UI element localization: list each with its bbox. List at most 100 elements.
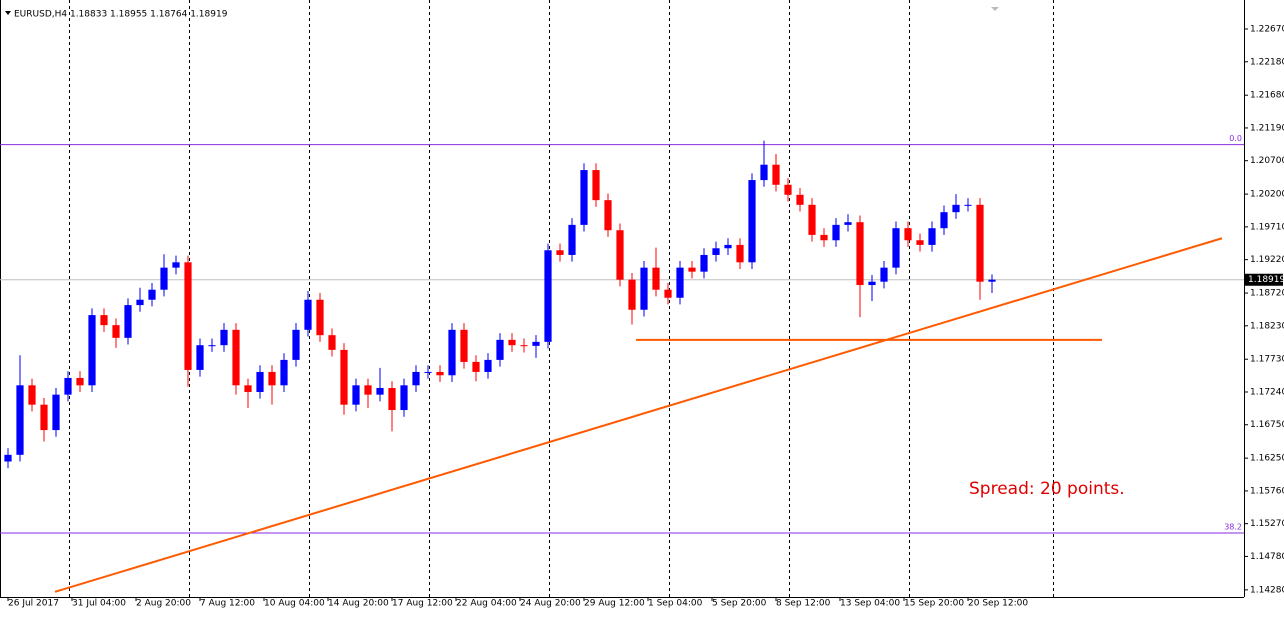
candle-body	[280, 359, 288, 386]
candle-body	[436, 371, 444, 376]
x-tick-label: 17 Aug 12:00	[392, 599, 453, 609]
y-tick-label: 1.21190	[1250, 123, 1284, 133]
candle-body	[952, 204, 960, 213]
fib-level-label: 38.2	[1224, 523, 1242, 532]
candle-body	[904, 228, 912, 241]
candle-body	[544, 250, 552, 342]
candle-body	[808, 204, 816, 235]
candle-body	[748, 180, 756, 263]
candle-body	[292, 329, 300, 360]
spread-label: Spread: 20 points.	[969, 479, 1125, 499]
y-tick-label: 1.16750	[1250, 420, 1284, 430]
candle-body	[736, 244, 744, 263]
candle-body	[592, 170, 600, 201]
candle-body	[424, 371, 432, 373]
candle-body	[328, 335, 336, 350]
y-tick-label: 1.14280	[1250, 585, 1284, 595]
candle-body	[64, 377, 72, 395]
candle-body	[856, 222, 864, 286]
x-tick-label: 2 Aug 20:00	[136, 599, 191, 609]
y-tick-label: 1.21680	[1250, 91, 1284, 101]
candle-body	[388, 387, 396, 411]
candle-body	[484, 359, 492, 372]
candle-body	[400, 385, 408, 411]
y-tick-label: 1.15760	[1250, 486, 1284, 496]
candle-body	[784, 184, 792, 195]
x-tick-label: 20 Sep 12:00	[968, 599, 1028, 609]
candle-body	[268, 371, 276, 386]
x-tick-label: 5 Sep 20:00	[712, 599, 767, 609]
candle-body	[244, 385, 252, 392]
menu-icon[interactable]	[5, 11, 11, 15]
x-tick-label: 8 Sep 12:00	[776, 599, 831, 609]
candle-body	[700, 254, 708, 272]
candle-body	[448, 329, 456, 376]
x-tick-label: 7 Aug 12:00	[200, 599, 255, 609]
candle-body	[652, 267, 660, 290]
candle-body	[412, 371, 420, 386]
y-tick-label: 1.22670	[1250, 25, 1284, 35]
candle-body	[232, 329, 240, 386]
candle-body	[976, 204, 984, 282]
x-tick-label: 14 Aug 20:00	[328, 599, 389, 609]
candle-body	[676, 267, 684, 298]
x-tick-label: 1 Sep 04:00	[648, 599, 703, 609]
candle-body	[532, 341, 540, 346]
x-tick-label: 15 Sep 20:00	[904, 599, 964, 609]
candle-body	[796, 194, 804, 205]
x-tick-label: 10 Aug 04:00	[264, 599, 325, 609]
candle-body	[928, 228, 936, 245]
candle-body	[148, 289, 156, 300]
candle-body	[460, 329, 468, 362]
candle-body	[520, 345, 528, 347]
y-tick-label: 1.17730	[1250, 355, 1284, 365]
candle-body	[256, 371, 264, 392]
candle-body	[364, 385, 372, 395]
x-tick-label: 24 Aug 20:00	[520, 599, 581, 609]
candle-body	[892, 228, 900, 268]
candle-body	[4, 454, 12, 462]
candle-body	[220, 329, 228, 346]
candle-body	[76, 377, 84, 386]
candle-body	[556, 250, 564, 255]
y-tick-label: 1.14780	[1250, 552, 1284, 562]
candle-body	[664, 289, 672, 298]
candle-body	[184, 262, 192, 370]
candle-body	[472, 361, 480, 372]
x-tick-label: 13 Sep 04:00	[840, 599, 900, 609]
candle-body	[160, 267, 168, 290]
candle-body	[136, 299, 144, 306]
candle-body	[124, 305, 132, 338]
candle-body	[772, 164, 780, 185]
candle-body	[112, 325, 120, 338]
candle-body	[988, 279, 996, 282]
candle-body	[628, 279, 636, 310]
candle-body	[964, 204, 972, 206]
candle-body	[820, 234, 828, 241]
candle-body	[724, 244, 732, 249]
candle-body	[88, 315, 96, 386]
candle-body	[196, 345, 204, 370]
y-tick-label: 1.20200	[1250, 190, 1284, 200]
last-price-box	[1245, 273, 1283, 286]
candle-body	[568, 224, 576, 255]
candle-body	[880, 267, 888, 282]
candle-body	[508, 339, 516, 346]
x-tick-label: 29 Aug 12:00	[584, 599, 645, 609]
candle-body	[580, 170, 588, 225]
y-tick-label: 1.16250	[1250, 454, 1284, 464]
candle-body	[340, 349, 348, 405]
x-tick-label: 31 Jul 04:00	[72, 599, 126, 609]
candle-body	[208, 345, 216, 347]
candle-body	[688, 267, 696, 272]
candle-body	[868, 281, 876, 286]
candle-body	[760, 164, 768, 181]
x-tick-label: 22 Aug 04:00	[456, 599, 517, 609]
y-tick-label: 1.19710	[1250, 222, 1284, 232]
candle-body	[304, 299, 312, 330]
candle-body	[16, 385, 24, 455]
candle-body	[640, 267, 648, 310]
candle-body	[940, 212, 948, 229]
